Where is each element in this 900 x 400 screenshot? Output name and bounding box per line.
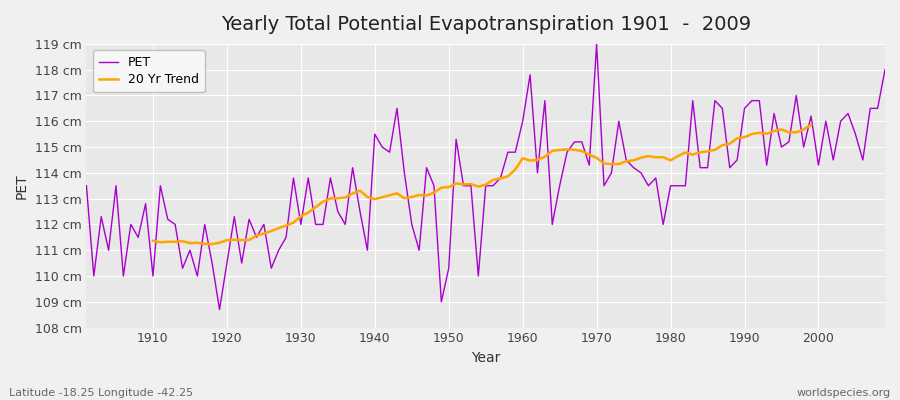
PET: [214, 307, 225, 312]
PET: [591, 42, 602, 46]
Y-axis label: PET: PET: [15, 173, 29, 198]
20 Yr Trend: [717, 143, 728, 148]
20 Yr Trend: [244, 238, 255, 242]
20 Yr Trend: [199, 242, 210, 246]
PET: [621, 158, 632, 162]
20 Yr Trend: [806, 122, 816, 127]
Text: worldspecies.org: worldspecies.org: [796, 388, 891, 398]
PET: [81, 183, 92, 188]
PET: [879, 67, 890, 72]
20 Yr Trend: [148, 238, 158, 243]
Line: 20 Yr Trend: 20 Yr Trend: [153, 125, 811, 244]
Title: Yearly Total Potential Evapotranspiration 1901  -  2009: Yearly Total Potential Evapotranspiratio…: [220, 15, 751, 34]
Legend: PET, 20 Yr Trend: PET, 20 Yr Trend: [93, 50, 205, 92]
Line: PET: PET: [86, 44, 885, 310]
PET: [140, 201, 151, 206]
PET: [355, 209, 365, 214]
PET: [310, 222, 321, 227]
PET: [525, 72, 535, 77]
Text: Latitude -18.25 Longitude -42.25: Latitude -18.25 Longitude -42.25: [9, 388, 194, 398]
PET: [518, 119, 528, 124]
20 Yr Trend: [614, 162, 625, 166]
20 Yr Trend: [784, 130, 795, 135]
20 Yr Trend: [355, 188, 365, 193]
20 Yr Trend: [702, 149, 713, 154]
X-axis label: Year: Year: [471, 351, 500, 365]
